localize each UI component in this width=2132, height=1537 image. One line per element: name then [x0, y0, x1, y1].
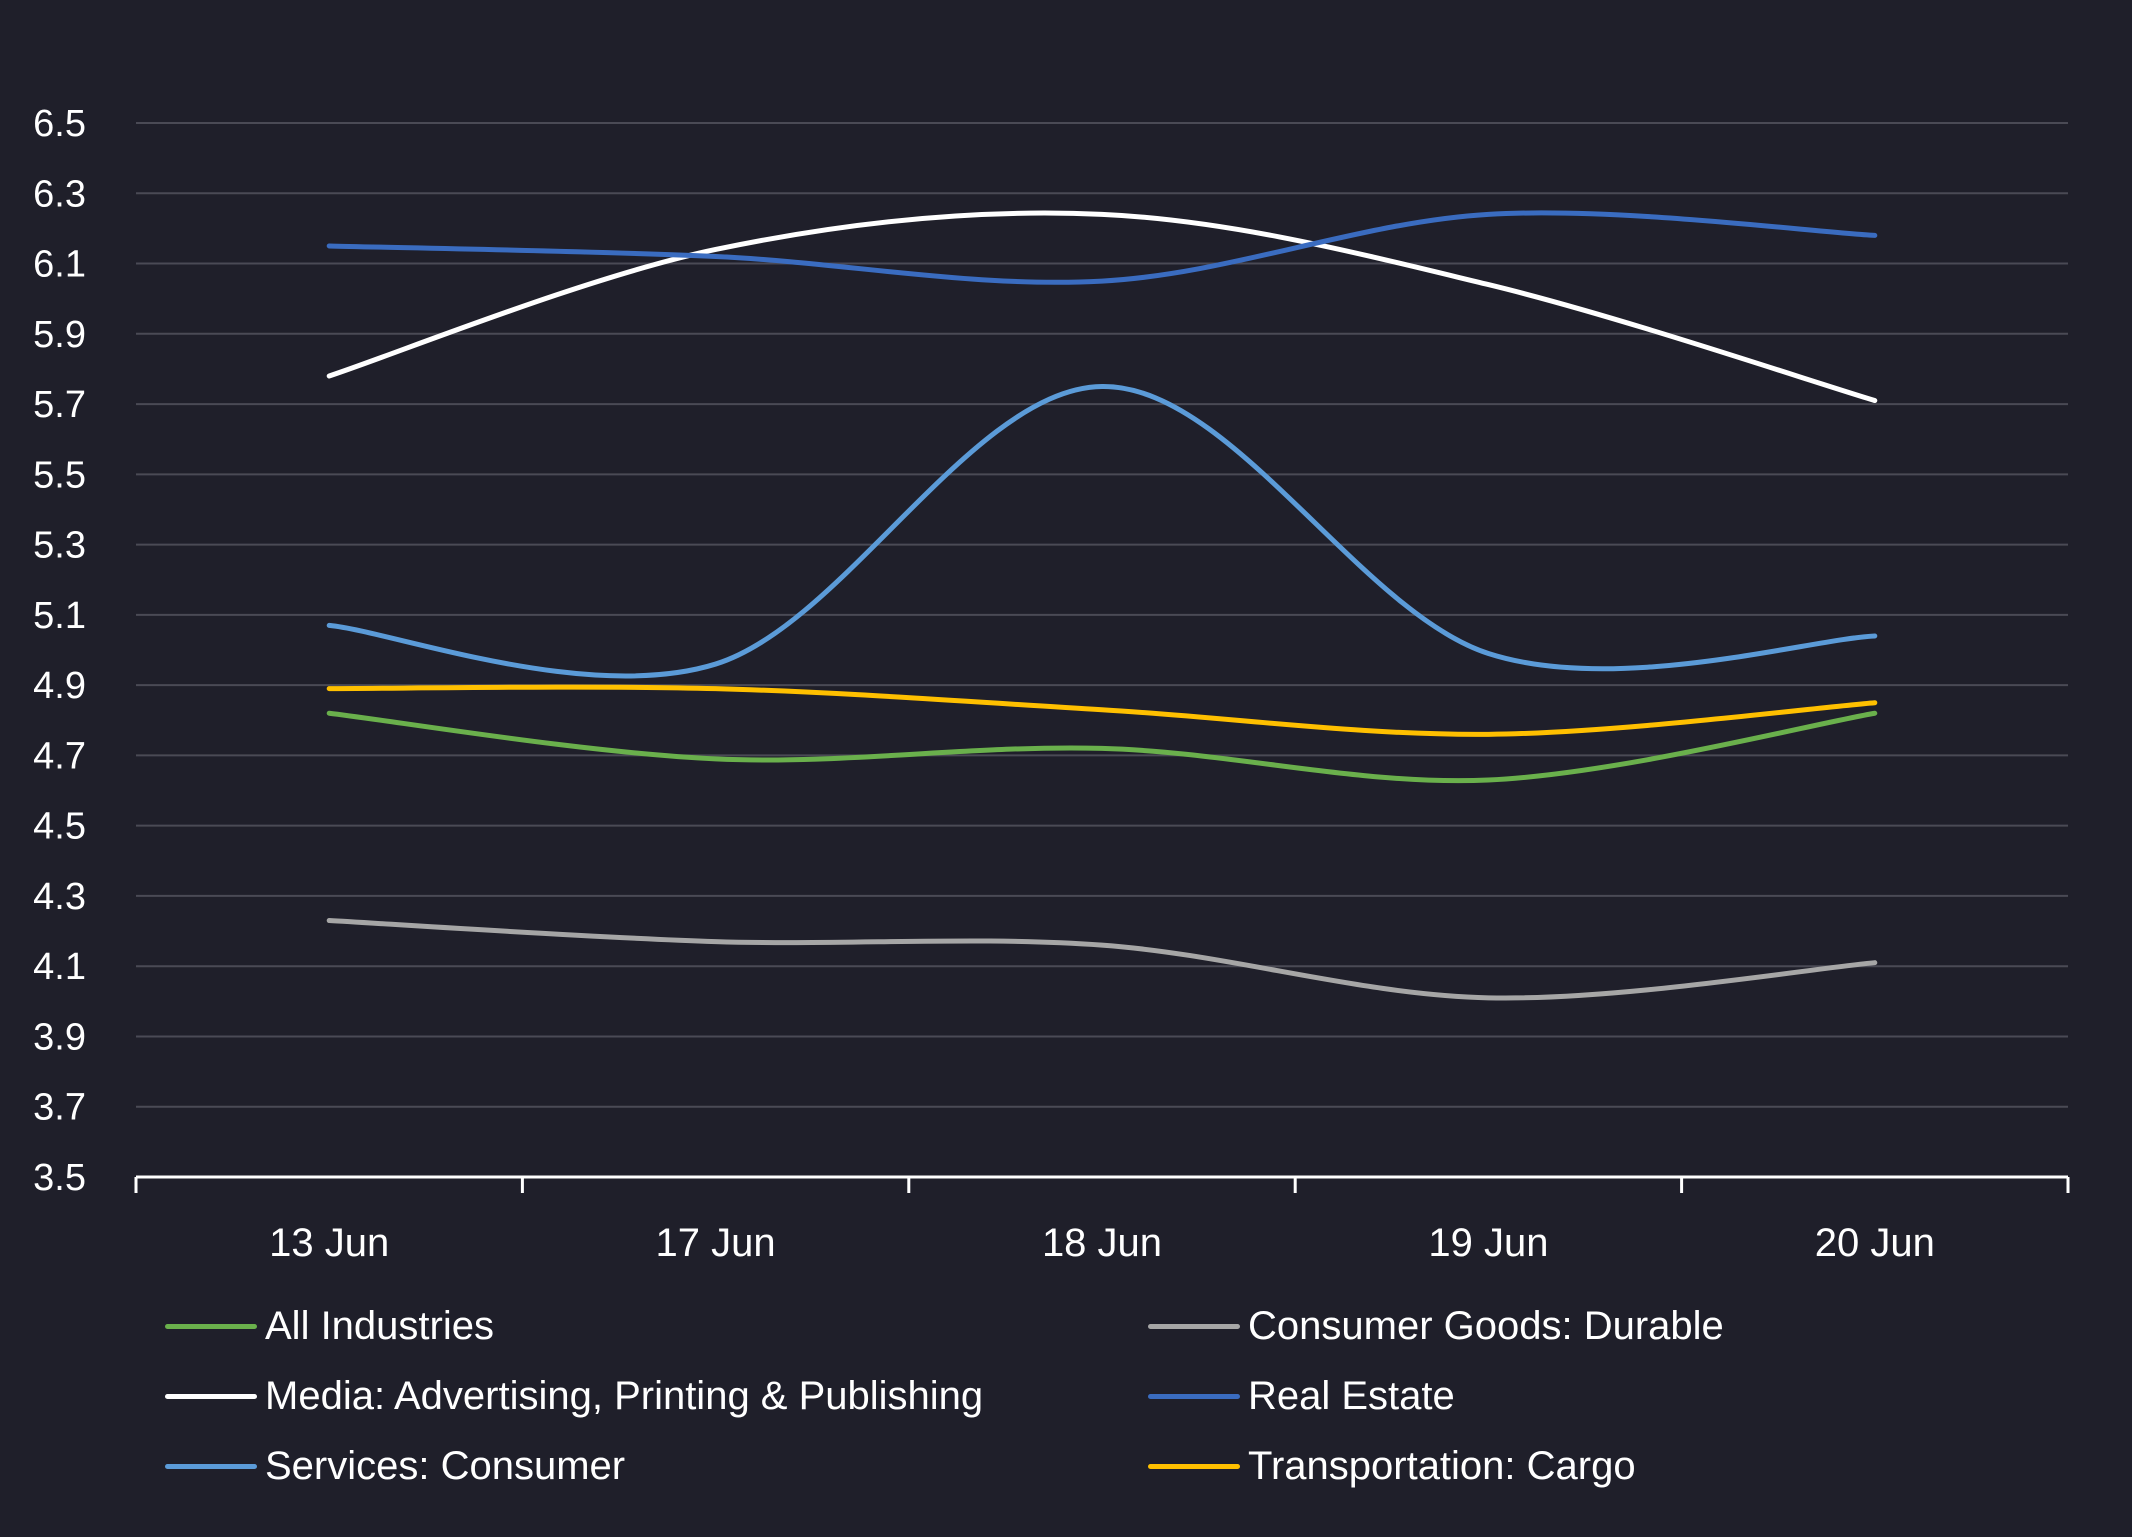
series-line-real-estate [326, 210, 1878, 285]
y-axis-tick-labels: 6.5 6.3 6.1 5.9 5.7 5.5 5.3 5.1 4.9 4.7 4.5 4.3 4.1 3… [33, 103, 86, 1199]
x-tick-label: 18 Jun [1042, 1221, 1162, 1265]
legend-item-consumer-goods-durable: Consumer Goods: Durable [1148, 1301, 1724, 1351]
grid-lines [136, 122, 2068, 1108]
x-tick-label: 17 Jun [656, 1221, 776, 1265]
x-tick-label: 20 Jun [1815, 1221, 1935, 1265]
x-tick-label: 13 Jun [269, 1221, 389, 1265]
series-line-media-advertising-printing-publishing [326, 210, 1878, 404]
legend-swatch [165, 1463, 257, 1469]
legend-swatch [165, 1393, 257, 1399]
y-tick-label: 5.3 [33, 525, 86, 567]
series-lines [326, 210, 1878, 1001]
y-tick-label: 3.9 [33, 1016, 86, 1058]
legend-swatch [1148, 1463, 1240, 1469]
series-line-transportation-cargo [326, 684, 1878, 737]
y-tick-label: 3.5 [33, 1157, 86, 1199]
legend-item-media-advertising-printing-publishing: Media: Advertising, Printing & Publishin… [165, 1371, 983, 1421]
legend-label: All Industries [265, 1304, 494, 1348]
y-tick-label: 4.9 [33, 665, 86, 707]
y-tick-label: 4.3 [33, 876, 86, 918]
y-tick-label: 6.5 [33, 103, 86, 145]
y-tick-label: 6.1 [33, 244, 86, 286]
x-axis: 13 Jun 17 Jun 18 Jun 19 Jun 20 Jun [134, 1175, 2070, 1265]
y-tick-label: 4.5 [33, 806, 86, 848]
legend-swatch [165, 1323, 257, 1329]
y-tick-label: 5.9 [33, 314, 86, 356]
legend-label: Transportation: Cargo [1248, 1444, 1636, 1488]
x-tick-label: 19 Jun [1428, 1221, 1548, 1265]
y-tick-label: 4.7 [33, 735, 86, 777]
legend-swatch [1148, 1393, 1240, 1399]
legend-label: Consumer Goods: Durable [1248, 1304, 1724, 1348]
y-tick-label: 5.1 [33, 595, 86, 637]
legend-item-transportation-cargo: Transportation: Cargo [1148, 1441, 1636, 1491]
y-tick-label: 6.3 [33, 173, 86, 215]
legend-item-real-estate: Real Estate [1148, 1371, 1455, 1421]
y-tick-label: 4.1 [33, 946, 86, 988]
legend-item-services-consumer: Services: Consumer [165, 1441, 625, 1491]
y-tick-label: 3.7 [33, 1087, 86, 1129]
y-tick-label: 5.7 [33, 384, 86, 426]
legend-label: Services: Consumer [265, 1444, 626, 1488]
legend-label: Real Estate [1248, 1374, 1455, 1418]
series-line-services-consumer [326, 383, 1878, 679]
legend-label: Media: Advertising, Printing & Publishin… [265, 1374, 984, 1418]
legend-swatch [1148, 1323, 1240, 1329]
legend-item-all-industries: All Industries [165, 1301, 494, 1351]
series-line-all-industries [326, 710, 1878, 784]
series-line-consumer-goods-durable [326, 918, 1878, 1001]
y-tick-label: 5.5 [33, 454, 86, 496]
